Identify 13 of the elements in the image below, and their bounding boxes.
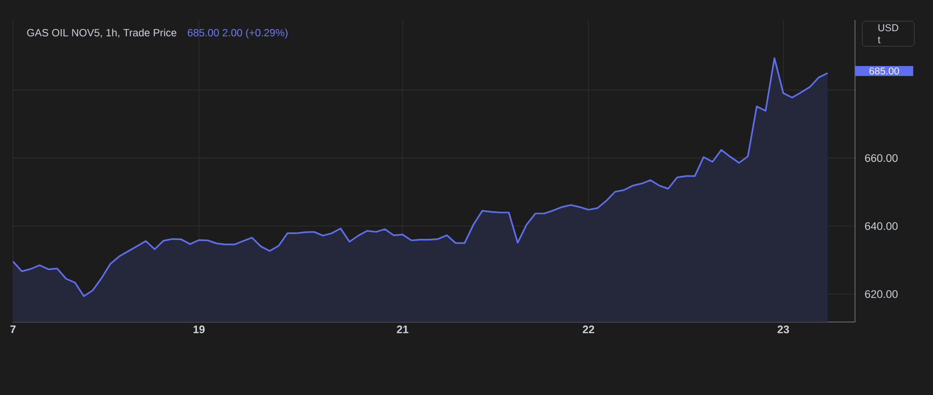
text: t xyxy=(878,36,880,44)
x-tick-label: 7 xyxy=(10,326,16,334)
text: 685.00 2.00 (+0.29%) xyxy=(188,28,288,38)
text: 685.00 xyxy=(869,67,900,75)
y-tick-label: 660.00 xyxy=(865,154,898,162)
x-tick-label: 19 xyxy=(194,326,205,334)
text: USD xyxy=(878,24,898,32)
x-tick-label: 21 xyxy=(396,326,408,334)
x-tick-label: 23 xyxy=(778,326,789,334)
y-tick-label: 640.00 xyxy=(865,222,898,230)
text: GAS OIL NOV5, 1h, Trade Price xyxy=(27,28,176,38)
y-tick-label: 620.00 xyxy=(865,290,898,298)
x-tick-label: 22 xyxy=(582,326,594,334)
